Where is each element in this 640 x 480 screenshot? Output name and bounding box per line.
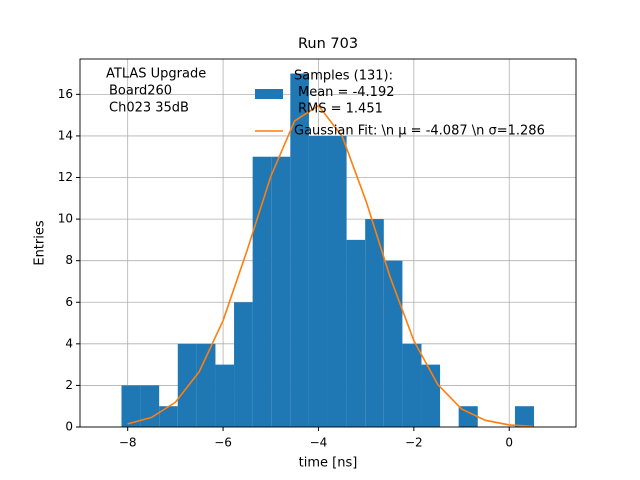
x-tick-label: −6 [214, 436, 232, 450]
legend-label: RMS = 1.451 [298, 102, 383, 117]
bar [402, 343, 422, 427]
chart-title: Run 703 [298, 36, 358, 52]
bar [290, 73, 309, 427]
y-tick-label: 4 [65, 336, 73, 350]
bar [196, 343, 216, 427]
bar [308, 135, 328, 427]
annotation: Board260 [109, 84, 172, 99]
bar [234, 302, 253, 427]
y-tick-label: 6 [65, 295, 73, 309]
y-tick-label: 16 [58, 87, 73, 101]
bar [514, 406, 535, 427]
x-tick-label: −8 [119, 436, 137, 450]
bar [346, 239, 366, 427]
annotation: Ch023 35dB [109, 101, 189, 116]
x-tick-label: −4 [310, 436, 328, 450]
bar [421, 364, 441, 427]
bar [383, 260, 403, 427]
bar [271, 156, 291, 427]
legend-label: Gaussian Fit: \n μ = -4.087 \n σ=1.286 [294, 124, 545, 139]
legend-swatch [255, 89, 283, 99]
y-tick-label: 8 [65, 253, 73, 267]
y-tick-label: 2 [65, 378, 73, 392]
bar [327, 135, 347, 427]
bar [159, 406, 178, 427]
x-tick-label: −2 [405, 436, 423, 450]
y-tick-label: 10 [58, 212, 73, 226]
legend-label: Mean = -4.192 [298, 85, 394, 100]
x-axis-label: time [ns] [299, 456, 358, 471]
bar [252, 156, 272, 427]
axes-frame [79, 58, 577, 428]
bar [140, 385, 160, 427]
y-tick-label: 12 [58, 170, 73, 184]
y-axis-label: Entries [33, 220, 48, 266]
bar [177, 343, 197, 427]
y-tick-label: 0 [65, 420, 73, 434]
y-tick-label: 14 [58, 128, 73, 142]
annotation: ATLAS Upgrade [106, 67, 206, 82]
bar [215, 364, 235, 427]
x-tick-label: 0 [505, 436, 513, 450]
bar [121, 385, 141, 427]
fit-line [127, 104, 534, 428]
bar [458, 406, 478, 427]
legend-label: Samples (131): [294, 69, 393, 84]
bar [365, 219, 384, 427]
